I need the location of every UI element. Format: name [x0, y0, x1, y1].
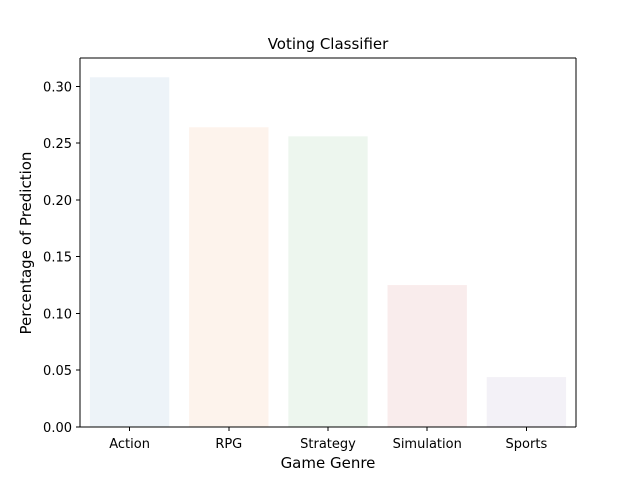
y-tick-label: 0.00: [43, 421, 72, 436]
bar-strategy: [288, 136, 368, 427]
axes: [79, 57, 577, 428]
x-axis-label: Game Genre: [281, 454, 376, 472]
x-tick-label: Sports: [506, 437, 548, 452]
y-tick-label: 0.15: [43, 251, 72, 266]
bar-rpg: [189, 127, 269, 428]
chart-title: Voting Classifier: [268, 35, 389, 53]
y-tick-label: 0.30: [43, 80, 72, 95]
bar-action: [89, 77, 170, 427]
bars-group: [89, 77, 567, 428]
bar-simulation: [387, 285, 467, 427]
x-tick-label: Simulation: [393, 437, 462, 452]
x-tick-label: Strategy: [300, 437, 356, 452]
y-tick-label: 0.25: [43, 137, 72, 152]
x-tick-label: Action: [109, 437, 150, 452]
bar-sports: [486, 377, 567, 427]
y-axis-label: Percentage of Prediction: [17, 152, 35, 335]
y-axis-ticks: 0.00 0.05 0.10 0.15 0.20 0.25 0.30: [43, 80, 80, 436]
y-tick-label: 0.20: [43, 194, 72, 209]
x-tick-label: RPG: [215, 437, 242, 452]
x-axis-ticks: Action RPG Strategy Simulation Sports: [109, 427, 547, 452]
y-tick-label: 0.10: [43, 307, 72, 322]
y-tick-label: 0.05: [43, 364, 72, 379]
